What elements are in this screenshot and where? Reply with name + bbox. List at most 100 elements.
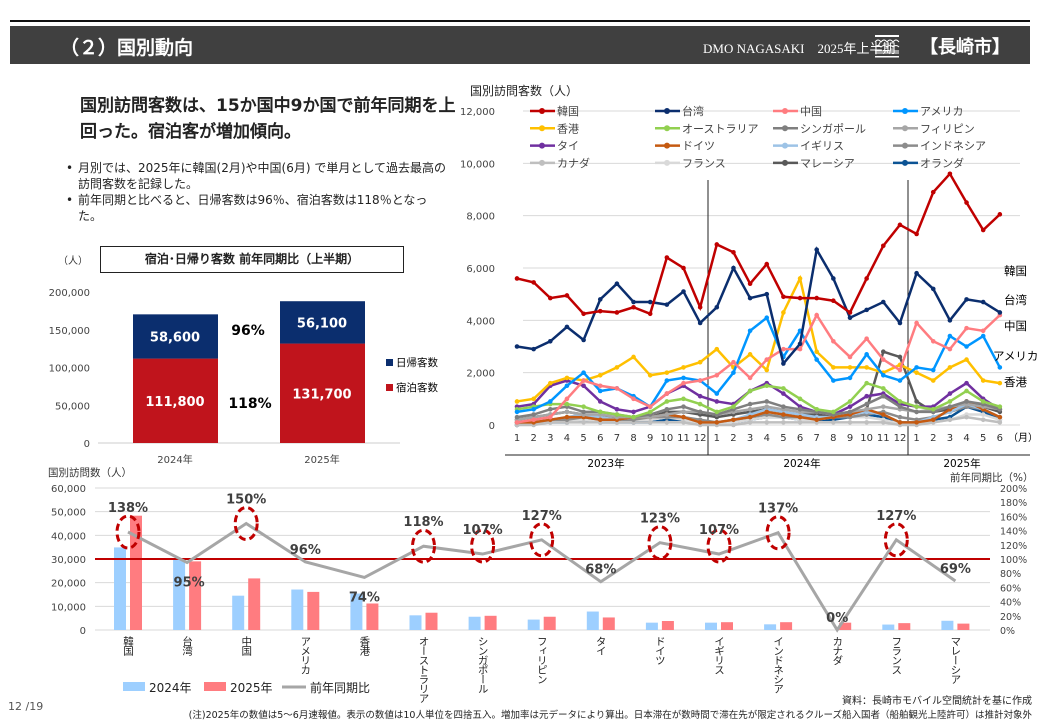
data-point [664, 370, 670, 375]
x-tick-シンガポール: シンガポール [476, 636, 489, 693]
data-point [714, 420, 720, 425]
y2-tick: 180% [1000, 498, 1027, 509]
legend-label: カナダ [557, 156, 590, 170]
data-point [631, 354, 636, 360]
data-point [548, 399, 553, 404]
legend-marker [664, 159, 670, 166]
data-point [881, 299, 886, 305]
bar-2024 [409, 615, 422, 630]
data-point [914, 420, 919, 425]
data-point [797, 420, 803, 425]
footnote: (注)2025年の数値は5～6月速報値。表示の数値は10人単位を四捨五入。増加率… [188, 710, 1032, 721]
y2-tick: 80% [1000, 569, 1021, 580]
data-point [548, 338, 553, 344]
data-point [831, 409, 836, 415]
y-tick: 10,000 [460, 159, 495, 170]
data-point [548, 414, 553, 420]
data-point [781, 391, 786, 396]
y2-tick: 100% [1000, 555, 1027, 566]
ratio-label: 68% [585, 563, 616, 578]
legend-label: アメリカ [920, 105, 963, 118]
data-point [997, 365, 1003, 370]
stack-chart-unit: （人） [58, 256, 88, 267]
highlight-circle [706, 528, 732, 564]
legend-swatch-2024 [123, 682, 145, 691]
x-tick: 9 [647, 433, 653, 444]
data-point [847, 399, 853, 404]
data-point [614, 386, 620, 391]
data-point [714, 304, 720, 310]
x-tick: 2 [530, 433, 536, 444]
legend-marker [902, 142, 908, 149]
data-point [947, 399, 953, 404]
ratio-label: 127% [876, 509, 916, 524]
bottom-chart-ylabel: 国別訪問数（人） [48, 467, 132, 479]
x-tick: 3 [747, 433, 753, 444]
stack-chart: 0 50,000 100,000 150,000 200,000 111,800 58,60… [49, 288, 439, 466]
x-tick: 4 [764, 433, 770, 444]
bullet-item: 前年同期と比べると、日帰客数は96％、宿泊客数は118％となった。 [66, 192, 446, 224]
ratio-line [127, 521, 957, 633]
data-point [597, 409, 603, 415]
data-point [647, 311, 653, 317]
data-point [714, 399, 720, 404]
legend-label: インドネシア [920, 140, 986, 153]
legend-2024: 2024年 [149, 681, 192, 695]
x-tick-カナダ: カナダ [831, 636, 844, 665]
data-point [564, 409, 570, 415]
series-line-ドイツ [517, 400, 1001, 424]
data-point [930, 367, 936, 373]
ratio-label: 138% [108, 501, 148, 516]
data-point [764, 367, 770, 373]
data-point [714, 391, 720, 396]
legend-marker [782, 108, 788, 114]
data-point [614, 407, 620, 412]
data-point [514, 276, 520, 281]
bar-2025 [839, 622, 852, 630]
data-point [564, 293, 570, 298]
year-label: 2023年 [587, 457, 624, 470]
data-point [531, 407, 536, 412]
y-tick: 50,000 [55, 401, 90, 412]
data-point [747, 328, 753, 334]
x-tick: 5 [980, 433, 986, 444]
bar-2024 [291, 589, 304, 630]
legend-marker [664, 108, 670, 114]
data-point [531, 396, 536, 402]
data-point [781, 346, 786, 352]
data-point [664, 407, 670, 412]
data-point [581, 337, 586, 343]
data-point [697, 304, 703, 310]
legend-swatch [386, 384, 393, 391]
data-point [731, 265, 736, 271]
data-point [747, 407, 753, 412]
data-point [647, 409, 653, 415]
legend-marker [664, 125, 670, 132]
y-tick: 30,000 [51, 555, 86, 566]
data-point [914, 270, 919, 276]
data-point [814, 349, 819, 355]
combo-chart: 0 10,000 20,000 30,000 40,000 50,000 60,000 0% 2… [51, 484, 1027, 637]
x-tick: 1 [913, 433, 919, 444]
x-tick: 4 [963, 433, 969, 444]
y-tick: 0 [80, 626, 86, 637]
legend-label: 台湾 [682, 104, 704, 118]
data-point [897, 354, 903, 360]
data-point [731, 370, 736, 375]
bar-2025 [425, 612, 438, 630]
x-tick-インドネシア: インドネシア [772, 636, 785, 693]
data-point [864, 276, 869, 281]
data-point [897, 399, 903, 404]
bar-2024 [173, 558, 186, 630]
bar-2025 [543, 616, 556, 630]
bar-2025 [721, 622, 733, 630]
data-point [797, 396, 803, 402]
x-tick-台湾: 台湾 [181, 636, 194, 655]
data-point [980, 378, 986, 383]
legend-swatch-2025 [204, 682, 226, 691]
data-point [747, 420, 753, 425]
legend-label: オランダ [920, 156, 964, 170]
bottom-chart-y2label: 前年同期比（%） [950, 472, 1034, 484]
legend-label: フランス [682, 157, 726, 170]
ratio-label: 107% [699, 523, 739, 538]
